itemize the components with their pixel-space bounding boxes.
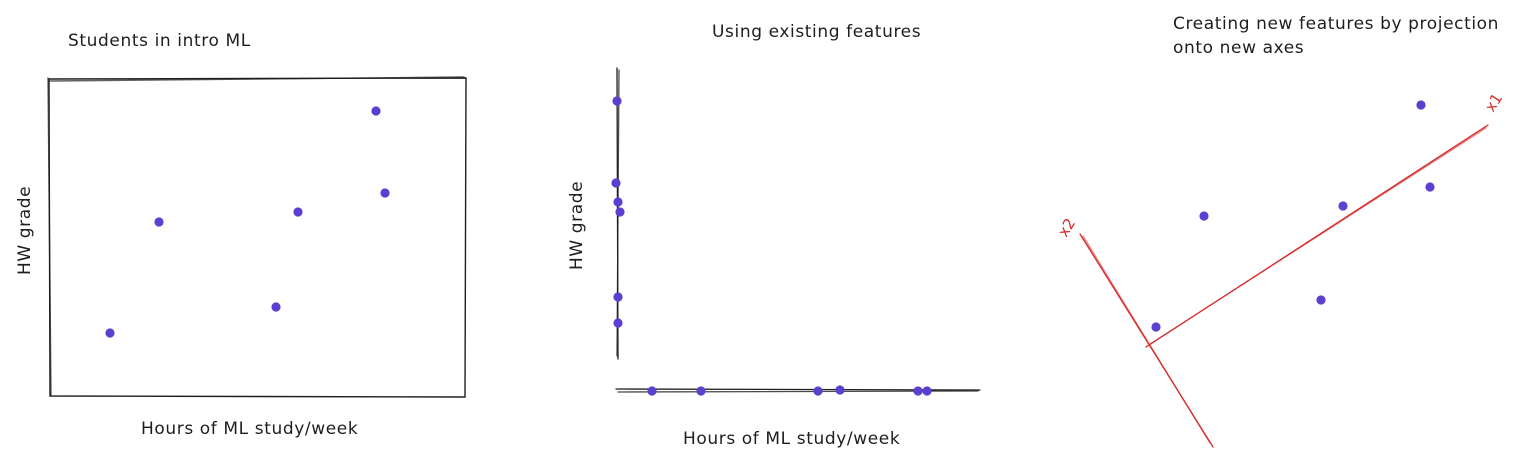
panel1-frame (47, 76, 467, 398)
panel1-title: Students in intro ML (68, 31, 251, 51)
panel2-point-5 (613, 292, 623, 302)
panel2-point-12 (922, 386, 932, 396)
panel-students-scatter: Students in intro ML HW grade Hours of M… (15, 31, 467, 439)
panel2-point-8 (696, 386, 706, 396)
panel3-point-5 (1416, 100, 1426, 110)
panel2-point-2 (611, 178, 621, 188)
panel-existing-features: Using existing features HW grade Hours o… (567, 22, 981, 449)
panel1-xlabel: Hours of ML study/week (141, 419, 358, 439)
panel3-points (1151, 100, 1435, 332)
panel3-point-2 (1199, 211, 1209, 221)
panel1-point-2 (154, 217, 164, 227)
panel1-point-4 (293, 207, 303, 217)
panel1-point-3 (271, 302, 281, 312)
panel1-point-6 (380, 188, 390, 198)
panel3-title-line-1: Creating new features by projection (1173, 14, 1499, 34)
new-axis-x2 (1079, 233, 1214, 448)
panel2-point-6 (613, 318, 623, 328)
panel3-point-6 (1425, 182, 1435, 192)
new-axis-x1 (1145, 124, 1489, 348)
axis-label-x2: x2 (1054, 215, 1079, 240)
panel1-point-1 (105, 328, 115, 338)
panel2-points (611, 96, 932, 396)
panel3-point-4 (1338, 201, 1348, 211)
panel2-title: Using existing features (712, 22, 921, 42)
panel2-point-7 (647, 386, 657, 396)
panel2-point-10 (835, 385, 845, 395)
panel-projection: Creating new features by projection onto… (1054, 14, 1506, 448)
panel3-point-3 (1316, 295, 1326, 305)
panel3-title-line-2: onto new axes (1173, 38, 1304, 58)
panel2-xlabel: Hours of ML study/week (683, 429, 900, 449)
panel2-point-3 (613, 197, 623, 207)
panel3-point-1 (1151, 322, 1161, 332)
panel2-point-11 (913, 386, 923, 396)
axis-label-x1: x1 (1481, 90, 1506, 115)
panel2-point-9 (813, 386, 823, 396)
panel1-point-5 (371, 106, 381, 116)
panel1-points (105, 106, 390, 338)
panel2-point-1 (612, 96, 622, 106)
panel1-ylabel: HW grade (15, 186, 35, 275)
panel2-ylabel: HW grade (567, 181, 587, 270)
panel2-point-4 (615, 207, 625, 217)
